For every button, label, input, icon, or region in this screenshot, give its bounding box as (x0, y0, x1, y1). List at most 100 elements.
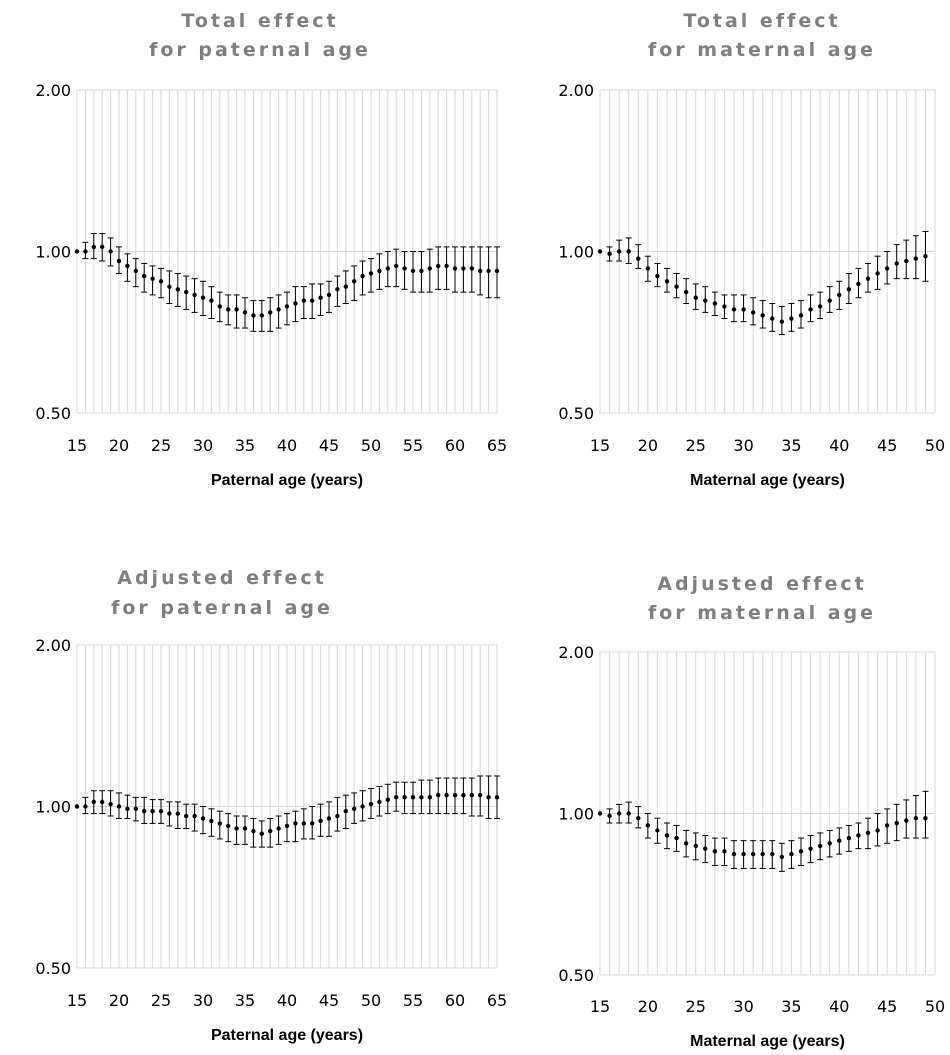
data-point (200, 816, 206, 821)
data-point (410, 268, 416, 274)
data-point (444, 792, 449, 798)
data-point (301, 298, 306, 303)
chart-panel-2: Total effect for maternal age 2.00 1.00 0.50… (558, 10, 945, 489)
y-tick-label: 2.00 (558, 81, 594, 100)
data-point (655, 828, 660, 833)
x-tick-label: 30 (193, 436, 213, 455)
x-tick-label: 35 (235, 436, 255, 455)
x-tick-label: 15 (67, 436, 87, 455)
y-tick-label: 2.00 (558, 643, 594, 662)
chart-title-line: Total effect (683, 10, 840, 32)
data-point (712, 849, 718, 854)
chart-title-line: for maternal age (648, 602, 876, 624)
data-point (846, 835, 852, 841)
y-tick-label: 0.50 (35, 404, 71, 423)
data-point (150, 809, 155, 814)
data-point (789, 316, 794, 321)
data-point (616, 249, 622, 254)
y-tick-label: 1.00 (35, 243, 71, 262)
y-tick-label: 1.00 (558, 805, 594, 824)
data-point (234, 307, 239, 312)
x-tick-label: 50 (925, 997, 945, 1016)
data-point (913, 256, 919, 261)
data-point (452, 266, 458, 271)
data-point (385, 266, 390, 271)
data-point (83, 804, 88, 809)
data-point (427, 795, 432, 800)
data-point (770, 316, 775, 321)
data-point (318, 818, 323, 824)
data-point (360, 804, 365, 809)
data-point (808, 846, 813, 851)
data-point (326, 816, 332, 821)
chart-title-line: for paternal age (149, 39, 371, 61)
data-point (875, 271, 880, 276)
data-point (226, 823, 231, 829)
x-tick-label: 65 (487, 991, 507, 1010)
x-tick-label: 25 (151, 436, 171, 455)
data-point (335, 813, 340, 819)
data-point (175, 811, 180, 816)
data-point (377, 268, 382, 274)
data-point (175, 287, 180, 292)
data-point (200, 295, 206, 300)
data-point (894, 261, 899, 266)
x-axis-label: Maternal age (years) (690, 472, 845, 489)
x-tick-label: 25 (686, 436, 706, 455)
data-point (626, 811, 631, 816)
x-tick-label: 35 (235, 991, 255, 1010)
data-point (731, 851, 737, 857)
data-point (268, 310, 273, 315)
data-point (125, 263, 130, 269)
data-point (108, 801, 113, 807)
data-point (469, 792, 474, 798)
y-tick-label: 0.50 (35, 959, 71, 978)
data-point (486, 268, 491, 274)
data-point (184, 813, 189, 819)
data-point (276, 307, 281, 312)
data-point (167, 284, 172, 289)
x-tick-label: 40 (829, 436, 849, 455)
data-point (100, 799, 105, 805)
data-point (827, 841, 832, 846)
data-point (385, 797, 390, 802)
data-point (133, 806, 138, 812)
data-point (904, 818, 909, 823)
x-tick-label: 60 (445, 991, 465, 1010)
data-point (444, 263, 449, 269)
data-point (83, 249, 88, 254)
data-point (410, 795, 416, 800)
data-point (904, 258, 909, 264)
data-point (368, 801, 374, 807)
data-point (402, 266, 407, 271)
data-point (142, 273, 147, 279)
data-point (760, 851, 765, 857)
x-tick-label: 20 (109, 436, 129, 455)
data-point (674, 284, 679, 289)
y-tick-label: 2.00 (35, 636, 71, 655)
data-point (91, 244, 97, 250)
data-point (494, 268, 500, 274)
data-point (731, 307, 737, 312)
data-point (259, 313, 264, 318)
data-point (326, 292, 332, 298)
data-point (100, 244, 105, 250)
y-tick-label: 0.50 (558, 404, 594, 423)
x-tick-label: 40 (277, 436, 297, 455)
data-point (645, 823, 651, 828)
data-point (226, 307, 231, 312)
data-point (683, 289, 689, 295)
data-point (712, 301, 718, 306)
data-point (817, 843, 823, 849)
data-point (703, 298, 708, 303)
data-point (242, 310, 248, 315)
data-point (352, 806, 357, 812)
x-tick-label: 60 (445, 436, 465, 455)
x-tick-label: 25 (151, 991, 171, 1010)
data-point (142, 809, 147, 814)
chart-title-line: Adjusted effect (657, 573, 867, 595)
x-tick-label: 50 (361, 991, 381, 1010)
data-point (461, 266, 466, 271)
data-point (394, 263, 399, 269)
data-point (318, 295, 323, 300)
